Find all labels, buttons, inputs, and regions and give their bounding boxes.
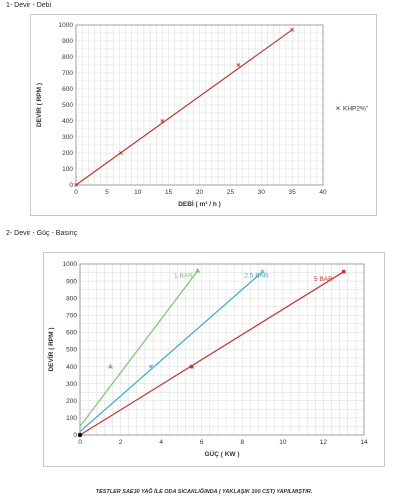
y-tick-label: 600 [62, 86, 73, 93]
x-tick-label: 25 [227, 189, 235, 196]
y-tick-label: 300 [66, 381, 77, 388]
y-tick-label: 400 [66, 364, 77, 371]
y-axis-title: DEVİR ( RPM ) [47, 327, 55, 371]
y-tick-label: 500 [62, 102, 73, 109]
series-label: 5 BAR [314, 276, 333, 283]
x-tick-label: 2 [119, 439, 123, 446]
x-tick-label: 0 [74, 189, 78, 196]
y-tick-label: 400 [62, 118, 73, 125]
data-point [260, 269, 265, 274]
y-tick-label: 900 [66, 278, 77, 285]
series-line [79, 271, 263, 433]
test-conditions-note: TESTLER SAE30 YAĞ İLE ODA SICAKLIĞINDA (… [95, 489, 313, 495]
series-line [79, 271, 345, 436]
data-point [341, 269, 346, 274]
y-tick-label: 700 [66, 313, 77, 320]
chart-rpm-flow-svg: 0 5 10 15 20 25 30 35 40010020030040050060070080… [35, 22, 369, 208]
data-point [74, 183, 78, 187]
y-tick-label: 800 [62, 54, 73, 61]
y-tick-label: 0 [73, 432, 77, 439]
y-tick-label: 1000 [59, 22, 74, 29]
y-tick-label: 200 [62, 150, 73, 157]
y-tick-label: 200 [66, 398, 77, 405]
x-tick-label: 15 [165, 189, 173, 196]
data-point [189, 364, 194, 369]
x-tick-label: 20 [196, 189, 204, 196]
chart-rpm-power-svg: 0 2 4 6 8 10 12 14 0 100 200 300 400 500 600 700 800 900 1… [47, 261, 368, 458]
data-point [107, 363, 114, 369]
y-tick-label: 1000 [63, 261, 78, 268]
series-label: 2.5 BAR [244, 273, 269, 280]
section-title-flow: 1- Devir - Debi [6, 2, 52, 9]
data-point [290, 27, 295, 32]
data-point [119, 151, 123, 155]
x-axis-title: DEBİ ( m³ / h ) [178, 200, 221, 208]
y-tick-label: 600 [66, 330, 77, 337]
x-tick-label: 5 [105, 189, 109, 196]
x-tick-label: 10 [134, 189, 142, 196]
data-point [149, 364, 153, 369]
data-point [236, 63, 241, 67]
series-label: 1 BAR [174, 273, 193, 280]
data-point [160, 119, 165, 123]
y-tick-label: 0 [69, 182, 73, 189]
plot-area-border [79, 263, 365, 436]
y-tick-label: 100 [62, 166, 73, 173]
y-tick-label: 900 [62, 38, 73, 45]
plot-area-border [75, 24, 324, 186]
y-tick-label: 300 [62, 134, 73, 141]
y-tick-label: 500 [66, 347, 77, 354]
x-tick-label: 0 [78, 439, 82, 446]
y-axis-title: DEVİR ( RPM ) [35, 83, 43, 127]
x-tick-label: 30 [258, 189, 266, 196]
x-tick-label: 35 [289, 189, 297, 196]
x-tick-label: 4 [159, 439, 163, 446]
y-tick-label: 100 [66, 415, 77, 422]
x-tick-label: 6 [200, 439, 204, 446]
data-point [195, 267, 201, 273]
x-tick-label: 14 [360, 439, 368, 446]
x-tick-label: 10 [279, 439, 287, 446]
x-tick-label: 12 [320, 439, 328, 446]
x-tick-label: 40 [319, 189, 327, 196]
x-tick-label: 8 [240, 439, 244, 446]
section-title-power-pressure: 2- Devir - Güç - Basınç [6, 230, 78, 237]
x-axis-title: GÜÇ ( KW ) [204, 449, 239, 458]
origin-point [77, 432, 83, 438]
series-line [75, 29, 293, 186]
chart-rpm-flow: 0 5 10 15 20 25 30 35 40 0 100 200 300 400 500 600 700 80… [30, 14, 377, 216]
y-tick-label: 700 [62, 70, 73, 77]
series-line [79, 270, 199, 427]
y-tick-label: 800 [66, 295, 77, 302]
legend-marker [336, 106, 340, 111]
chart-rpm-power: 0 2 4 6 8 10 12 14 0 100 200 300 400 500 600 700 800 900 1… [43, 252, 385, 467]
legend-label: KHP2%" [343, 105, 369, 112]
